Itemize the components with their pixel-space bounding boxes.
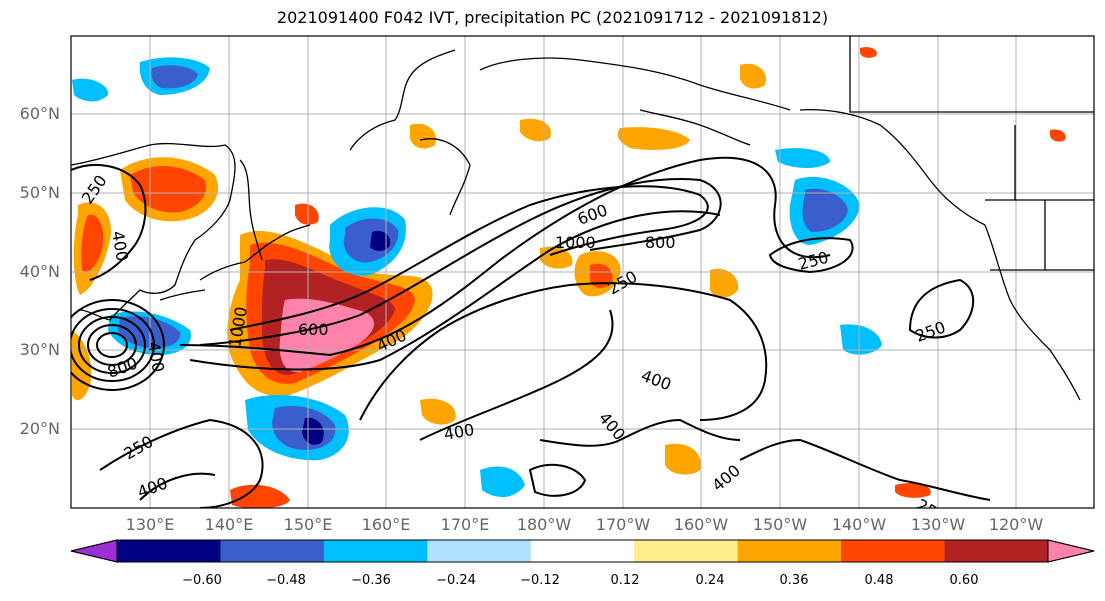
lon-label: 140°W — [831, 515, 887, 534]
lat-label-60n: 60°N — [19, 104, 60, 123]
colorbar-segment — [530, 540, 635, 562]
colorbar-segment — [944, 540, 1049, 562]
colorbar-segment — [737, 540, 842, 562]
lat-label-50n: 50°N — [19, 183, 60, 202]
colorbar-tick: −0.48 — [266, 573, 306, 588]
lon-label: 150°E — [283, 515, 333, 534]
colorbar-tick: −0.12 — [520, 573, 560, 588]
colorbar — [70, 539, 1095, 563]
lon-label: 140°E — [204, 515, 254, 534]
lat-label-40n: 40°N — [19, 262, 60, 281]
colorbar-tick: −0.36 — [351, 573, 391, 588]
colorbar-segment — [323, 540, 428, 562]
lon-label: 170°W — [595, 515, 651, 534]
lat-label-30n: 30°N — [19, 340, 60, 359]
colorbar-extend-low — [70, 539, 118, 563]
colorbar-segment — [634, 540, 739, 562]
lon-label: 120°W — [988, 515, 1044, 534]
colorbar-extend-high — [1047, 539, 1095, 563]
contour-label: 1000 — [555, 233, 596, 252]
colorbar-tick: 0.12 — [610, 573, 640, 588]
lon-label: 130°W — [910, 515, 966, 534]
colorbar-segment — [427, 540, 532, 562]
map-title: 2021091400 F042 IVT, precipitation PC (2… — [276, 8, 829, 27]
ivt-contours — [71, 156, 991, 508]
colorbar-segment — [117, 540, 221, 562]
lon-label: 130°E — [125, 515, 175, 534]
colorbar-tick: 0.60 — [949, 573, 979, 588]
contour-label: 600 — [298, 320, 329, 339]
lon-label: 170°E — [440, 515, 490, 534]
colorbar-segment — [841, 540, 946, 562]
colorbar-tick: −0.60 — [182, 573, 222, 588]
lon-label: 160°E — [361, 515, 411, 534]
lon-label: 180°W — [516, 515, 572, 534]
colorbar-tick: 0.24 — [695, 573, 725, 588]
lon-label: 150°W — [752, 515, 808, 534]
colorbar-tick: 0.36 — [779, 573, 809, 588]
colorbar-segment — [220, 540, 325, 562]
colorbar-tick: 0.48 — [864, 573, 894, 588]
lat-label-20n: 20°N — [19, 419, 60, 438]
map-area: 250 400 400 600 1000 800 250 250 600 400… — [71, 36, 1094, 508]
contour-label: 800 — [645, 233, 676, 252]
colorbar-tick: −0.24 — [436, 573, 476, 588]
lon-label: 160°W — [673, 515, 729, 534]
map-frame — [70, 35, 1095, 509]
coastlines — [71, 36, 1094, 401]
colorbar-outline — [70, 539, 1095, 563]
